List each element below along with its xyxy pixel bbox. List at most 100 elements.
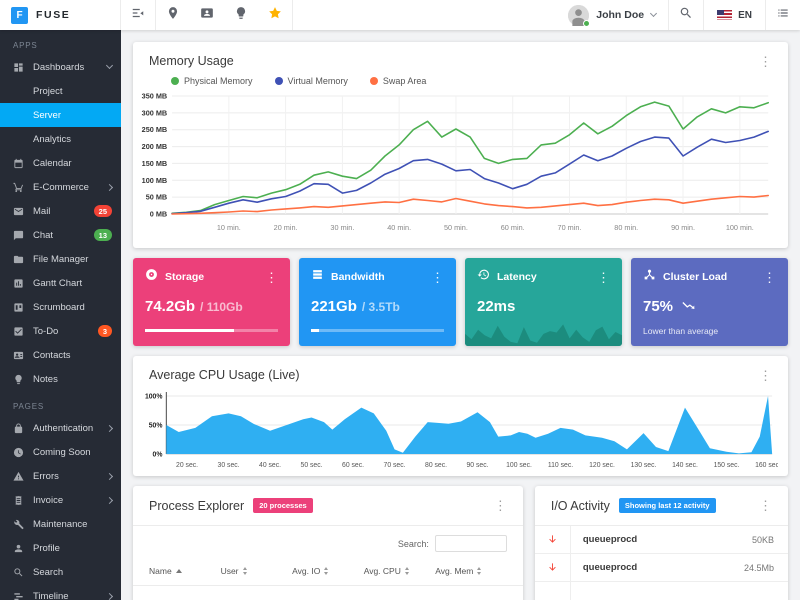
cluster-load-subtitle: Lower than average xyxy=(643,326,719,336)
more-vert-icon[interactable]: ⋮ xyxy=(493,498,507,513)
svg-text:110 sec.: 110 sec. xyxy=(548,462,573,469)
more-vert-icon[interactable]: ⋮ xyxy=(759,367,772,383)
cluster-load-title: Cluster Load xyxy=(663,271,728,283)
more-vert-icon[interactable]: ⋮ xyxy=(759,498,772,513)
sidebar-item-todo[interactable]: To-Do 3 xyxy=(0,319,121,343)
stack-icon xyxy=(311,268,324,286)
online-status-dot xyxy=(583,19,591,27)
sidebar-item-label: Profile xyxy=(33,542,60,554)
sidebar-item-errors[interactable]: Errors xyxy=(0,464,121,488)
svg-text:60 sec.: 60 sec. xyxy=(342,462,364,469)
cpu-chart: 0% 50% 100% 20 sec. 30 sec. 40 sec. 50 sec. 60 … xyxy=(133,388,788,472)
contacts-icon xyxy=(13,350,24,361)
sidebar-item-authentication[interactable]: Authentication xyxy=(0,416,121,440)
divider xyxy=(155,0,156,30)
chevron-right-icon xyxy=(105,183,114,191)
sidebar-item-invoice[interactable]: Invoice xyxy=(0,488,121,512)
calendar-icon xyxy=(13,158,24,169)
sidebar-item-ecommerce[interactable]: E-Commerce xyxy=(0,175,121,199)
sidebar-item-scrumboard[interactable]: Scrumboard xyxy=(0,295,121,319)
gantt-icon xyxy=(13,278,24,289)
io-row[interactable]: queueprocd 24.5Mb xyxy=(534,554,788,582)
latency-title: Latency xyxy=(497,271,537,283)
logo-icon: F xyxy=(11,6,28,24)
column-header-avg-cpu[interactable]: Avg. CPU xyxy=(364,566,436,576)
search-label: Search: xyxy=(397,538,429,549)
sidebar-item-server[interactable]: Server xyxy=(0,103,121,127)
sidebar-item-timeline[interactable]: Timeline xyxy=(0,584,121,600)
shortcut-location-button[interactable] xyxy=(156,0,190,30)
chevron-down-icon xyxy=(105,61,114,70)
todo-badge: 3 xyxy=(97,325,112,337)
sidebar-item-notes[interactable]: Notes xyxy=(0,367,121,391)
io-row[interactable]: queueprocd 50KB xyxy=(534,526,788,554)
bandwidth-title: Bandwidth xyxy=(331,271,385,283)
svg-text:40 sec.: 40 sec. xyxy=(259,462,281,469)
process-explorer-title: Process Explorer xyxy=(149,498,245,513)
sidebar-item-maintenance[interactable]: Maintenance xyxy=(0,512,121,536)
sidebar-item-project[interactable]: Project xyxy=(0,79,121,103)
chevron-right-icon xyxy=(105,424,114,432)
menu-list-icon xyxy=(776,6,790,25)
cpu-usage-card: Average CPU Usage (Live) ⋮ 0% 50% 100% 20 s… xyxy=(133,356,788,476)
more-vert-icon[interactable]: ⋮ xyxy=(431,269,444,285)
sidebar-item-chat[interactable]: Chat 13 xyxy=(0,223,121,247)
chevron-right-icon xyxy=(105,472,114,480)
sidebar-item-file-manager[interactable]: File Manager xyxy=(0,247,121,271)
more-vert-icon[interactable]: ⋮ xyxy=(265,269,278,285)
svg-text:100 sec.: 100 sec. xyxy=(506,462,532,469)
logo[interactable]: F FUSE xyxy=(0,0,121,30)
language-selector[interactable]: EN xyxy=(704,0,765,30)
cluster-hub-icon xyxy=(643,268,656,286)
process-search-input[interactable] xyxy=(434,535,507,552)
svg-text:160 sec.: 160 sec. xyxy=(755,462,778,469)
chevron-right-icon xyxy=(105,592,114,600)
cart-icon xyxy=(13,182,24,193)
search-button[interactable] xyxy=(669,0,703,30)
sidebar-item-mail[interactable]: Mail 25 xyxy=(0,199,121,223)
language-code: EN xyxy=(738,9,752,21)
shortcut-contacts-button[interactable] xyxy=(190,0,224,30)
sidebar-item-search[interactable]: Search xyxy=(0,560,121,584)
latency-sparkline xyxy=(465,316,622,346)
sidebar-item-dashboards[interactable]: Dashboards xyxy=(0,55,121,79)
more-vert-icon[interactable]: ⋮ xyxy=(763,269,776,285)
nav-section-title: APPS xyxy=(13,41,38,50)
more-vert-icon[interactable]: ⋮ xyxy=(597,269,610,285)
column-header-user[interactable]: User xyxy=(221,566,293,576)
sidebar-item-profile[interactable]: Profile xyxy=(0,536,121,560)
svg-text:50%: 50% xyxy=(149,422,163,429)
legend-item-physical: Physical Memory xyxy=(171,76,253,86)
divider xyxy=(292,0,293,30)
user-menu[interactable]: John Doe xyxy=(556,0,668,30)
download-icon xyxy=(535,582,571,600)
board-icon xyxy=(13,302,24,313)
column-header-name[interactable]: Name xyxy=(149,566,221,576)
location-pin-icon xyxy=(166,6,180,25)
shortcut-favorites-button[interactable] xyxy=(258,0,292,30)
clock-icon xyxy=(13,447,24,458)
sidebar-item-contacts[interactable]: Contacts xyxy=(0,343,121,367)
io-process-name: queueprocd xyxy=(582,534,638,545)
svg-text:80 min.: 80 min. xyxy=(614,223,638,232)
sidebar-item-label: Errors xyxy=(33,470,59,482)
column-label: Avg. Mem xyxy=(435,566,474,576)
shortcut-notes-button[interactable] xyxy=(224,0,258,30)
svg-text:40 min.: 40 min. xyxy=(387,223,411,232)
io-row[interactable] xyxy=(535,582,788,600)
svg-text:30 min.: 30 min. xyxy=(330,223,354,232)
sidebar-item-coming-soon[interactable]: Coming Soon xyxy=(0,440,121,464)
sidebar-item-gantt-chart[interactable]: Gantt Chart xyxy=(0,271,121,295)
sidebar-item-analytics[interactable]: Analytics xyxy=(0,127,121,151)
svg-text:100 MB: 100 MB xyxy=(142,176,168,185)
quick-panel-button[interactable] xyxy=(766,0,800,30)
mail-icon xyxy=(13,206,24,217)
more-vert-icon[interactable]: ⋮ xyxy=(759,53,772,69)
sidebar-fold-button[interactable] xyxy=(121,0,155,30)
sidebar-item-calendar[interactable]: Calendar xyxy=(0,151,121,175)
svg-text:90 min.: 90 min. xyxy=(671,223,695,232)
column-header-avg-io[interactable]: Avg. IO xyxy=(292,566,364,576)
column-header-avg-mem[interactable]: Avg. Mem xyxy=(435,566,507,576)
bandwidth-value: 221Gb xyxy=(311,298,357,315)
memory-usage-card: Memory Usage ⋮ Physical Memory Virtual M… xyxy=(133,42,788,248)
